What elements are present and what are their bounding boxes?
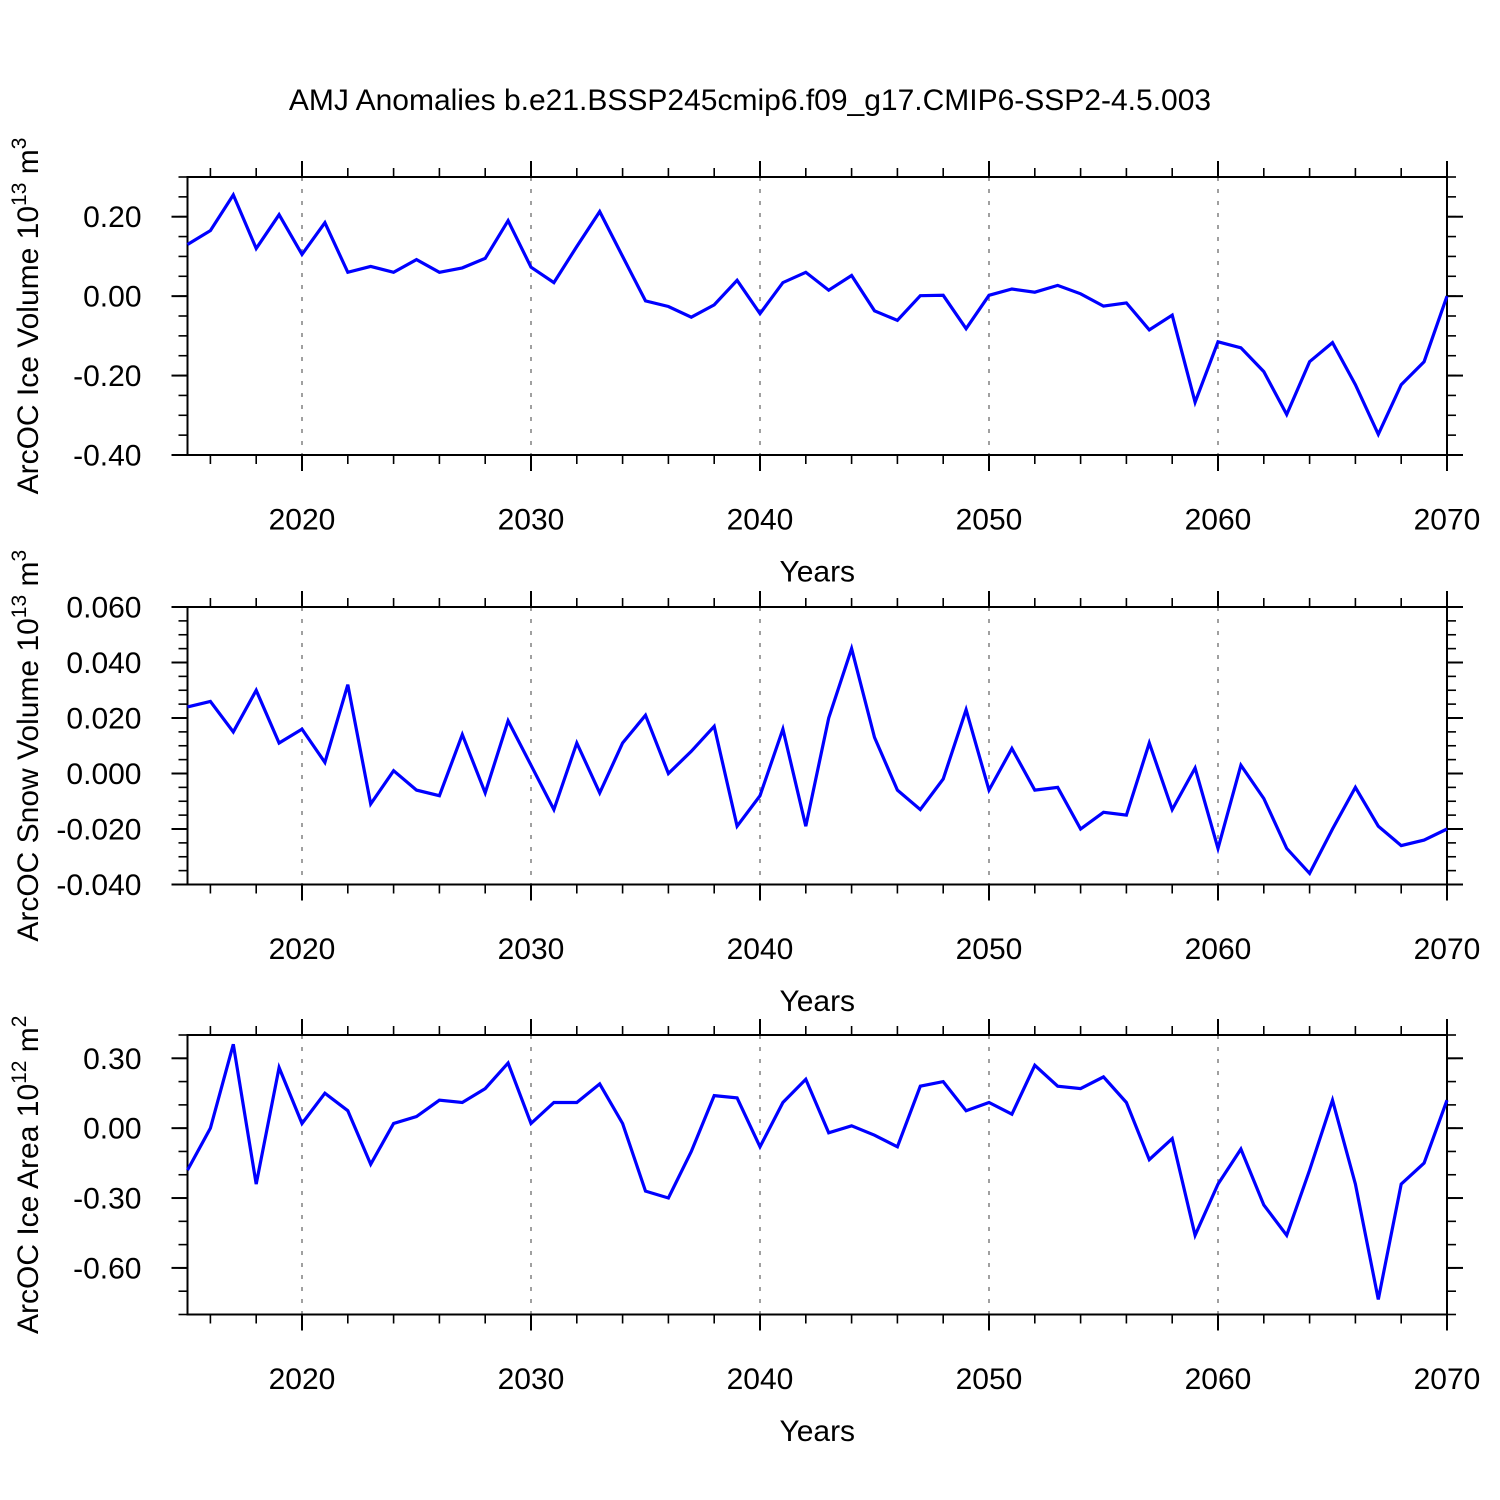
- ice-area-series-line: [186, 1043, 1449, 1300]
- svg-text:0.00: 0.00: [83, 1113, 141, 1146]
- svg-text:2030: 2030: [498, 1363, 565, 1396]
- svg-text:0.00: 0.00: [83, 281, 141, 314]
- y-tick-labels: 0.060 0.040 0.020 0.000 -0.020 -0.040: [56, 592, 141, 903]
- figure-title: AMJ Anomalies b.e21.BSSP245cmip6.f09_g17…: [288, 84, 1212, 117]
- y-tick-labels: 0.20 0.00 -0.20 -0.40: [73, 201, 141, 472]
- decade-gridlines: [301, 1035, 1219, 1315]
- plot-frame: [186, 606, 1448, 886]
- svg-text:2070: 2070: [1414, 504, 1481, 537]
- axis-ticks: [171, 1019, 1463, 1331]
- decade-gridlines: [301, 177, 1219, 455]
- svg-text:0.060: 0.060: [66, 592, 141, 625]
- svg-text:2050: 2050: [956, 1363, 1023, 1396]
- svg-text:2060: 2060: [1185, 504, 1252, 537]
- svg-text:2030: 2030: [498, 504, 565, 537]
- x-axis-label: Years: [779, 985, 855, 1018]
- y-axis-label: ArcOC Snow Volume 1013 m3: [8, 550, 45, 942]
- svg-text:0.20: 0.20: [83, 201, 141, 234]
- svg-text:-0.30: -0.30: [73, 1183, 141, 1216]
- svg-text:0.30: 0.30: [83, 1043, 141, 1076]
- svg-text:2070: 2070: [1414, 1363, 1481, 1396]
- svg-text:-0.20: -0.20: [73, 360, 141, 393]
- x-tick-labels: 2020 2030 2040 2050 2060 2070: [269, 504, 1481, 537]
- plot-frame: [186, 176, 1448, 456]
- x-axis-label: Years: [779, 1415, 855, 1448]
- svg-text:2060: 2060: [1185, 933, 1252, 966]
- svg-text:2040: 2040: [727, 1363, 794, 1396]
- x-tick-labels: 2020 2030 2040 2050 2060 2070: [269, 933, 1481, 966]
- svg-text:2070: 2070: [1414, 933, 1481, 966]
- svg-text:2060: 2060: [1185, 1363, 1252, 1396]
- x-axis-label: Years: [779, 556, 855, 589]
- svg-text:0.000: 0.000: [66, 758, 141, 791]
- svg-text:-0.40: -0.40: [73, 440, 141, 473]
- axis-ticks: [171, 161, 1463, 471]
- snow-volume-series-line: [187, 642, 1448, 877]
- y-tick-labels: 0.30 0.00 -0.30 -0.60: [73, 1043, 141, 1286]
- svg-text:2020: 2020: [269, 933, 336, 966]
- svg-text:2040: 2040: [727, 504, 794, 537]
- svg-text:-0.020: -0.020: [56, 814, 141, 847]
- svg-text:2020: 2020: [269, 1363, 336, 1396]
- svg-text:-0.040: -0.040: [56, 869, 141, 902]
- svg-text:2050: 2050: [956, 504, 1023, 537]
- svg-text:2040: 2040: [727, 933, 794, 966]
- svg-text:0.020: 0.020: [66, 703, 141, 736]
- y-axis-label: ArcOC Ice Area 1012 m2: [8, 1016, 45, 1334]
- ice-volume-series-line: [186, 191, 1449, 439]
- decade-gridlines: [301, 607, 1219, 885]
- svg-text:2030: 2030: [498, 933, 565, 966]
- svg-text:-0.60: -0.60: [73, 1252, 141, 1285]
- plot-frame: [186, 1034, 1448, 1316]
- y-axis-label: ArcOC Ice Volume 1013 m3: [8, 138, 45, 495]
- axis-ticks: [171, 591, 1463, 901]
- svg-text:0.040: 0.040: [66, 647, 141, 680]
- x-tick-labels: 2020 2030 2040 2050 2060 2070: [269, 1363, 1481, 1396]
- svg-text:2050: 2050: [956, 933, 1023, 966]
- svg-text:2020: 2020: [269, 504, 336, 537]
